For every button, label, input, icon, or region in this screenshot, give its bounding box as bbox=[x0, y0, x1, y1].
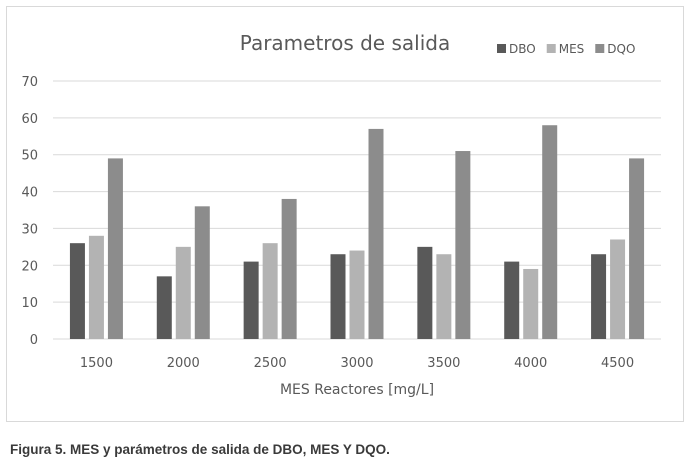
y-tick-label: 70 bbox=[21, 75, 38, 90]
bar-mes bbox=[523, 268, 539, 339]
legend-swatch-mes bbox=[546, 44, 556, 53]
bar-mes bbox=[88, 235, 104, 339]
bar-dqo bbox=[107, 158, 123, 339]
bar-dqo bbox=[455, 151, 471, 339]
bar-dbo bbox=[69, 243, 85, 339]
bar-dbo bbox=[330, 254, 346, 339]
x-tick-label: 2500 bbox=[254, 356, 287, 371]
x-tick-label: 2000 bbox=[167, 356, 200, 371]
legend-swatch-dbo bbox=[497, 44, 506, 53]
bar-dqo bbox=[368, 128, 384, 339]
x-tick-labels: 1500 2000 2500 3000 3500 4000 4500 bbox=[80, 356, 634, 371]
y-tick-labels: 0 10 20 30 40 50 60 70 bbox=[21, 75, 38, 348]
x-tick-label: 3500 bbox=[427, 356, 460, 371]
bar-dbo bbox=[243, 261, 259, 339]
bar-dqo bbox=[629, 158, 645, 339]
bar-mes bbox=[262, 243, 278, 339]
bar-mes bbox=[175, 246, 191, 339]
bar-mes bbox=[436, 254, 452, 339]
bar-mes bbox=[610, 239, 626, 339]
bar-dbo bbox=[156, 276, 172, 339]
chart-title: Parametros de salida bbox=[240, 31, 450, 55]
y-tick-label: 50 bbox=[21, 149, 38, 164]
gridlines bbox=[53, 80, 661, 340]
x-tick-label: 1500 bbox=[80, 356, 113, 371]
x-tick-label: 3000 bbox=[340, 356, 373, 371]
bar-dbo bbox=[591, 254, 607, 339]
y-tick-label: 0 bbox=[30, 333, 38, 348]
x-axis-label: MES Reactores [mg/L] bbox=[280, 382, 434, 398]
figure-caption: Figura 5. MES y parámetros de salida de … bbox=[10, 442, 390, 457]
bar-dbo bbox=[504, 261, 520, 339]
bar-dqo bbox=[542, 125, 558, 339]
legend-label-dbo: DBO bbox=[509, 42, 536, 56]
x-tick-label: 4500 bbox=[601, 356, 634, 371]
y-tick-label: 60 bbox=[21, 112, 38, 127]
bars bbox=[69, 125, 645, 339]
y-tick-label: 20 bbox=[21, 259, 38, 274]
y-tick-label: 40 bbox=[21, 186, 38, 201]
legend: DBO MES DQO bbox=[497, 42, 635, 56]
legend-label-mes: MES bbox=[559, 42, 585, 56]
y-tick-label: 30 bbox=[21, 222, 38, 237]
legend-swatch-dqo bbox=[595, 44, 605, 53]
bar-dqo bbox=[194, 206, 210, 339]
legend-label-dqo: DQO bbox=[607, 42, 635, 56]
bar-dqo bbox=[281, 198, 297, 339]
bar-dbo bbox=[417, 246, 433, 339]
y-tick-label: 10 bbox=[21, 296, 38, 311]
x-tick-label: 4000 bbox=[514, 356, 547, 371]
bar-mes bbox=[349, 250, 365, 339]
